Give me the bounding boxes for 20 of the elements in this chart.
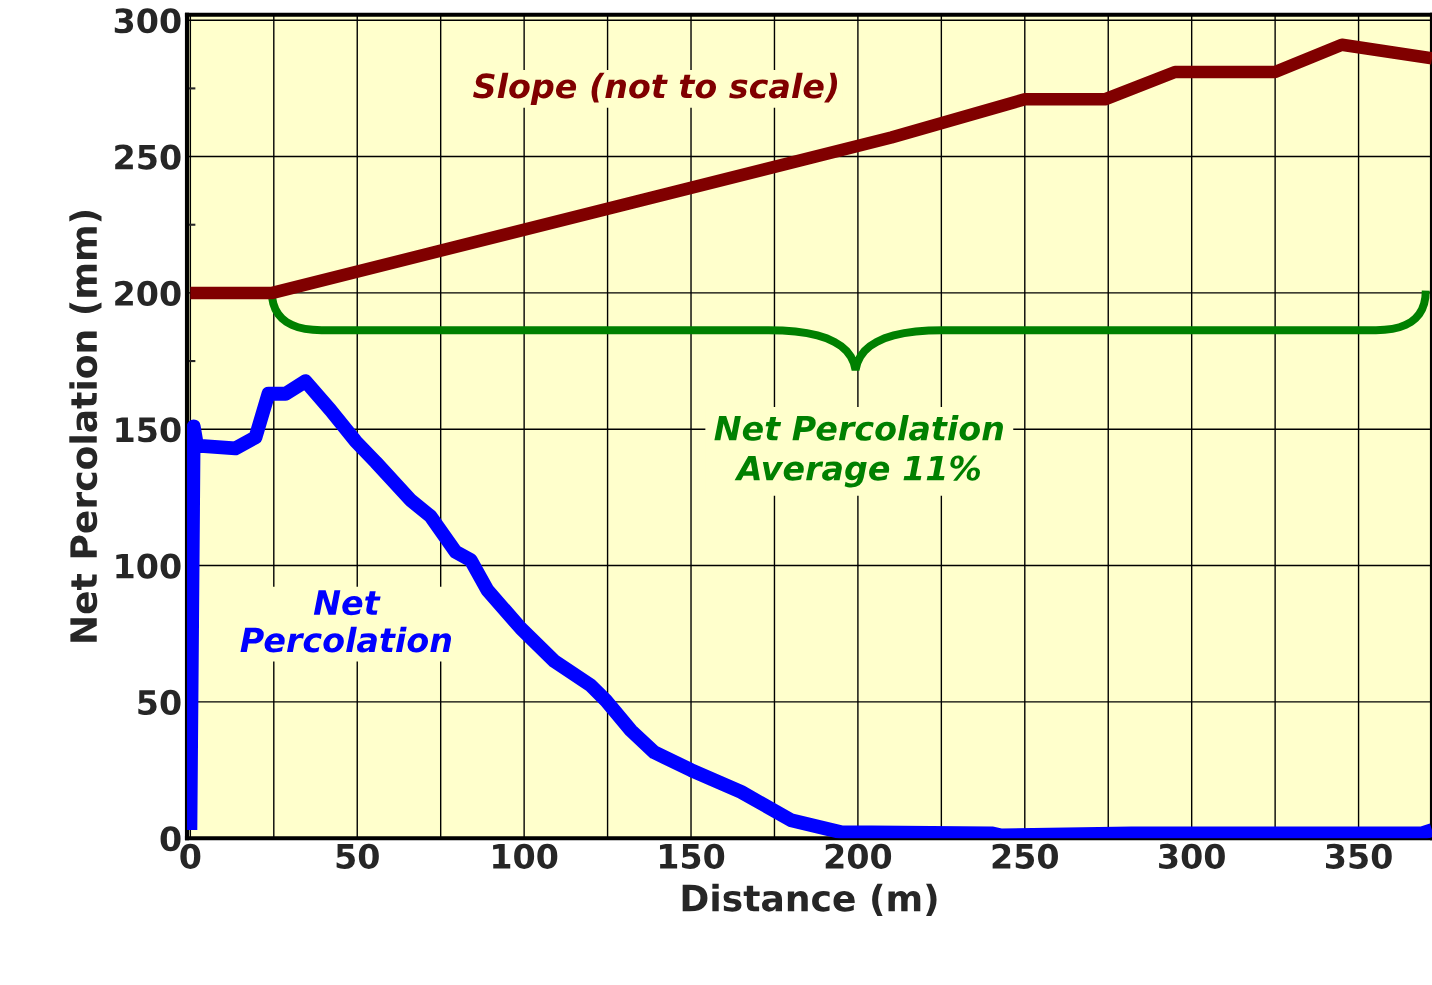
y-tick-label: 100	[116, 553, 181, 579]
x-tick-label: 200	[825, 843, 892, 869]
x-tick-label: 300	[1159, 843, 1225, 869]
x-tick-label: 150	[659, 843, 725, 869]
y-tick-label: 0	[160, 826, 181, 852]
x-tick-label: 100	[493, 843, 558, 869]
series-label: Net Percolation	[240, 590, 452, 653]
x-axis-title: Distance (m)	[682, 883, 937, 916]
x-tick-label: 0	[180, 843, 201, 869]
x-tick-label: 350	[1326, 843, 1392, 869]
y-tick-label: 200	[115, 280, 181, 307]
y-axis-title: Net Percolation (mm)	[69, 210, 102, 642]
y-tick-label: 150	[116, 417, 181, 443]
x-tick-label: 250	[992, 843, 1058, 869]
y-tick-label: 250	[115, 144, 181, 170]
y-tick-label: 300	[114, 8, 181, 34]
y-tick-label: 50	[138, 689, 181, 716]
annotation: Net Percolation Average 11%	[714, 415, 1003, 488]
x-tick-label: 50	[336, 843, 379, 869]
series-label: Slope (not to scale)	[473, 72, 838, 106]
